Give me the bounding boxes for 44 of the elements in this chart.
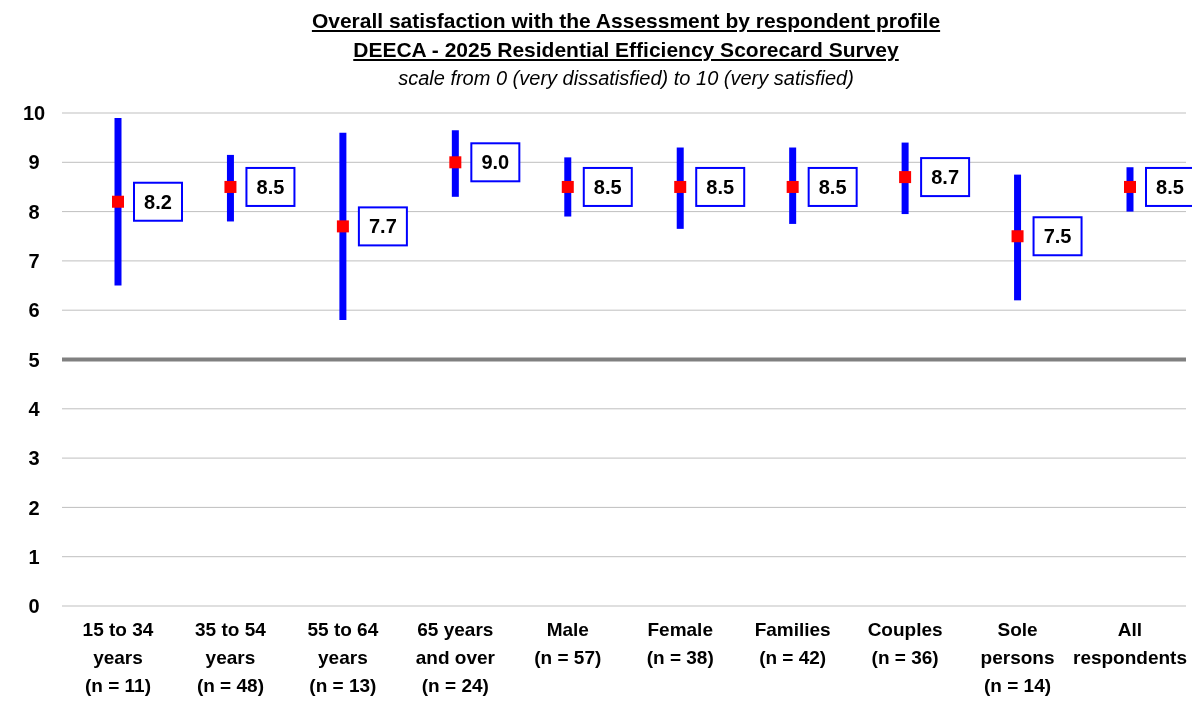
- x-tick-label: 65 years and over (n = 24): [415, 619, 496, 696]
- y-tick-label: 9: [28, 151, 40, 174]
- data-label: 8.5: [1156, 175, 1184, 198]
- x-tick-label: Sole persons (n = 14): [980, 619, 1055, 696]
- y-tick-label: 0: [28, 595, 40, 618]
- y-tick-label: 10: [22, 102, 46, 125]
- x-tick-label: Couples (n = 36): [867, 619, 943, 668]
- x-tick-label: Families (n = 42): [754, 619, 831, 668]
- chart-title: Overall satisfaction with the Assessment by respondent profile: [310, 8, 942, 34]
- y-tick-label: 1: [28, 545, 40, 568]
- x-tick-label: Female (n = 38): [646, 619, 714, 668]
- data-label: 8.5: [256, 175, 285, 198]
- point: [224, 180, 237, 193]
- y-tick-label: 4: [28, 397, 41, 420]
- y-tick-label: 2: [28, 496, 40, 519]
- data-label: 8.5: [818, 175, 847, 198]
- y-tick-label: 6: [28, 299, 40, 322]
- x-tick-label: All respondents: [1072, 619, 1188, 668]
- point: [336, 220, 349, 233]
- point: [561, 180, 574, 193]
- point: [786, 180, 799, 193]
- y-tick-label: 7: [28, 250, 40, 272]
- data-label: 8.2: [144, 190, 172, 213]
- point: [1124, 180, 1136, 193]
- chart-subtitle: DEECA - 2025 Residential Efficiency Scorecard Survey: [352, 37, 900, 63]
- point: [112, 195, 124, 208]
- point: [449, 156, 462, 169]
- data-label: 9.0: [481, 151, 510, 174]
- y-tick-label: 5: [28, 348, 40, 371]
- x-tick-label: 55 to 64 years (n = 13): [307, 619, 379, 696]
- data-label: 8.5: [706, 175, 735, 198]
- data-label: 7.7: [368, 215, 397, 238]
- x-tick-label: 15 to 34 years (n = 11): [82, 619, 154, 696]
- text: scale from 0 (very dissatisfied) to 10 (very satisfied): [397, 66, 855, 91]
- x-tick-label: Male (n = 57): [534, 619, 602, 668]
- data-label: 8.7: [931, 166, 960, 189]
- y-tick-label: 8: [28, 200, 40, 223]
- x-tick-label: 35 to 54 years (n = 48): [195, 619, 267, 696]
- point: [1011, 230, 1024, 243]
- y-tick-label: 3: [28, 447, 40, 470]
- point: [899, 171, 912, 184]
- data-label: 8.5: [593, 175, 622, 198]
- point: [674, 180, 687, 193]
- data-label: 7.5: [1043, 225, 1072, 248]
